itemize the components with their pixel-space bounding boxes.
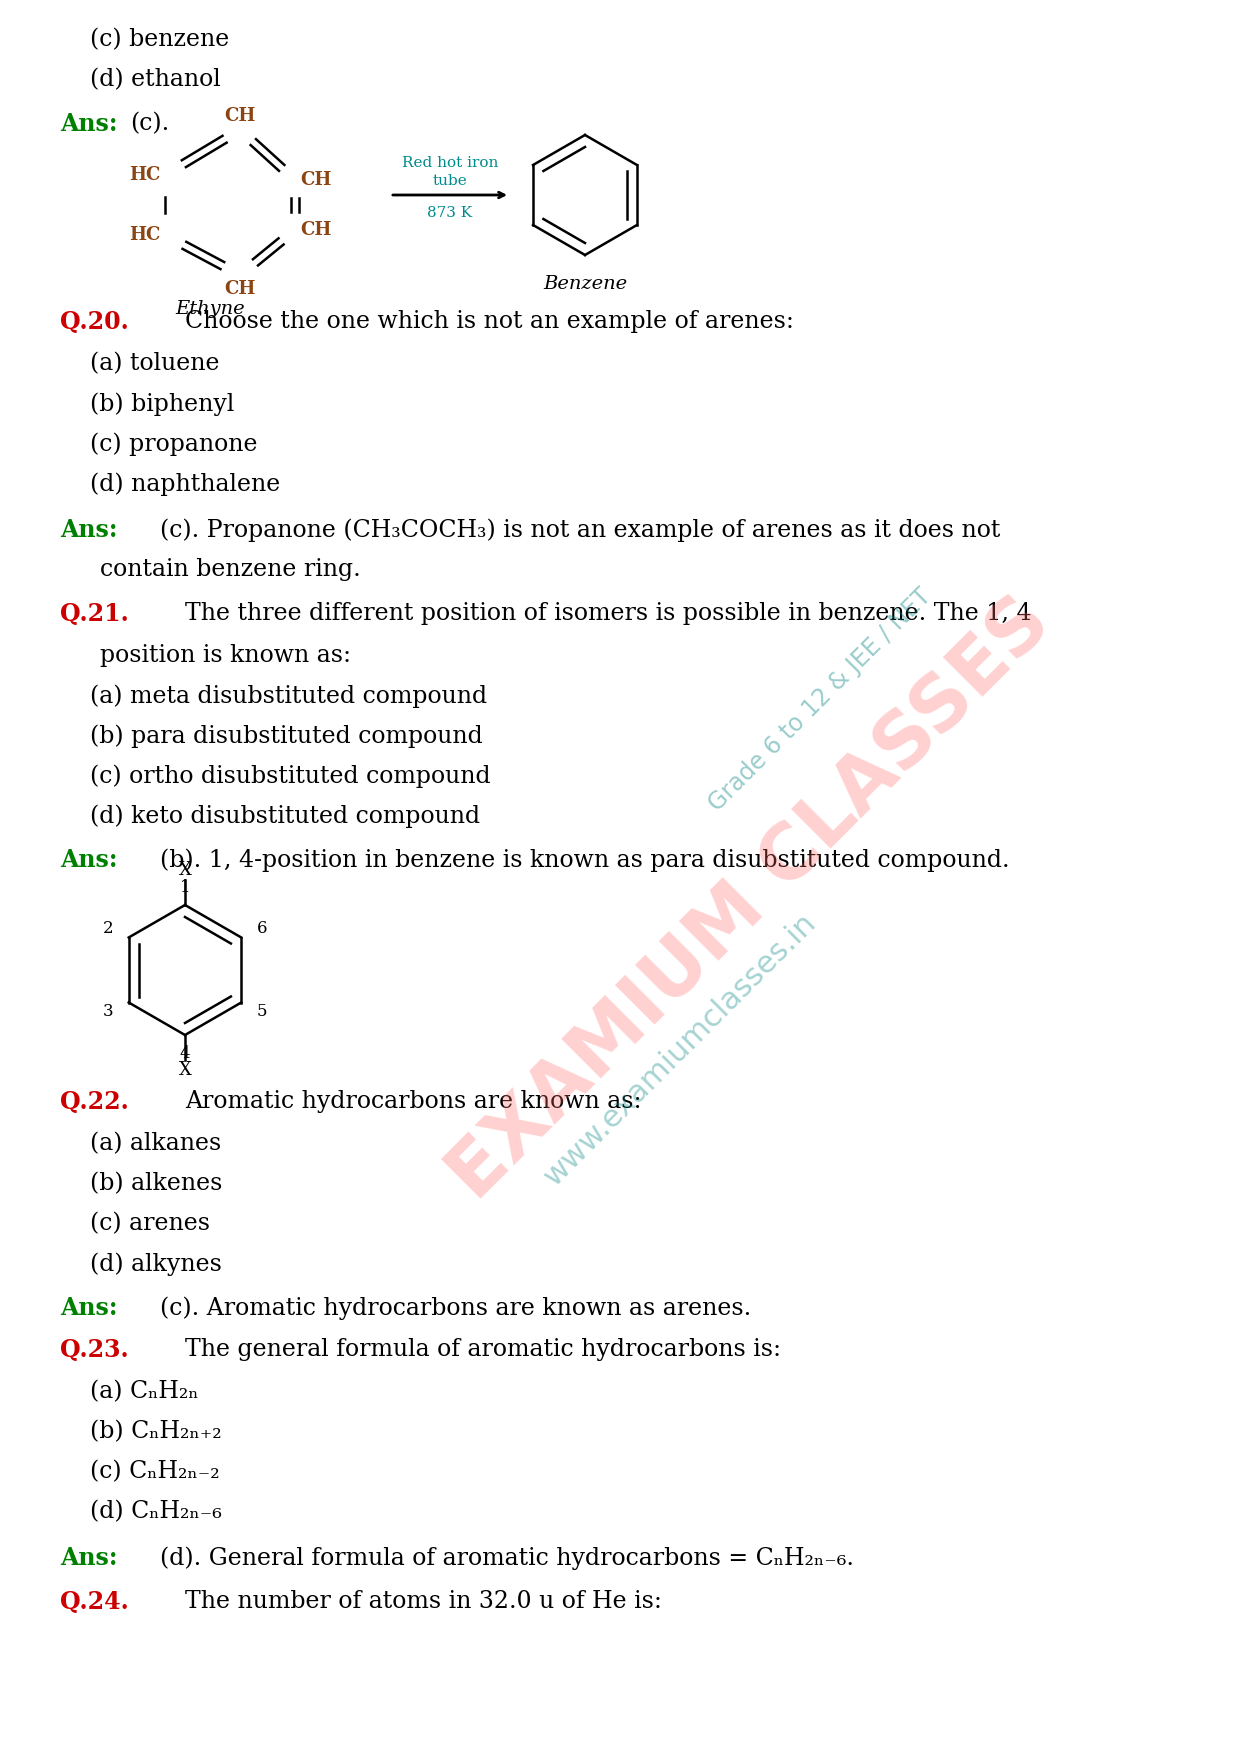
Text: Benzene: Benzene [544, 275, 627, 293]
Text: 1: 1 [180, 879, 190, 896]
Text: Q.20.: Q.20. [60, 310, 129, 333]
Text: HC: HC [129, 167, 160, 184]
Text: (c). Propanone (CH₃COCH₃) is not an example of arenes as it does not: (c). Propanone (CH₃COCH₃) is not an exam… [160, 517, 1000, 542]
Text: (a) meta disubstituted compound: (a) meta disubstituted compound [91, 684, 488, 707]
Text: position is known as:: position is known as: [101, 644, 351, 667]
Text: CH: CH [225, 281, 256, 298]
Text: X: X [179, 1061, 191, 1079]
Text: (d) alkynes: (d) alkynes [91, 1252, 222, 1275]
Text: tube: tube [433, 174, 468, 188]
Text: (c) ortho disubstituted compound: (c) ortho disubstituted compound [91, 765, 490, 788]
Text: Ans:: Ans: [60, 847, 118, 872]
Text: Ans:: Ans: [60, 112, 118, 137]
Text: 2: 2 [103, 921, 113, 937]
Text: 3: 3 [103, 1003, 113, 1021]
Text: CH: CH [300, 221, 331, 239]
Text: Ethyne: Ethyne [175, 300, 244, 317]
Text: Red hot iron: Red hot iron [402, 156, 498, 170]
Text: (b). 1, 4-position in benzene is known as para disubstituted compound.: (b). 1, 4-position in benzene is known a… [160, 847, 1010, 872]
Text: (b) biphenyl: (b) biphenyl [91, 391, 235, 416]
Text: (a) toluene: (a) toluene [91, 353, 220, 375]
Text: www.examiumclasses.in: www.examiumclasses.in [539, 909, 822, 1191]
Text: (b) alkenes: (b) alkenes [91, 1172, 222, 1194]
Text: (c).: (c). [130, 112, 169, 135]
Text: CH: CH [225, 107, 256, 125]
Text: Ans:: Ans: [60, 1296, 118, 1321]
Text: (a) alkanes: (a) alkanes [91, 1131, 221, 1154]
Text: (a) CₙH₂ₙ: (a) CₙH₂ₙ [91, 1380, 199, 1403]
Text: Q.23.: Q.23. [60, 1338, 129, 1363]
Text: Ans:: Ans: [60, 1545, 118, 1570]
Text: Q.21.: Q.21. [60, 602, 129, 626]
Text: Q.22.: Q.22. [60, 1089, 129, 1114]
Text: (b) CₙH₂ₙ₊₂: (b) CₙH₂ₙ₊₂ [91, 1421, 222, 1444]
Text: (b) para disubstituted compound: (b) para disubstituted compound [91, 724, 483, 747]
Text: (d). General formula of aromatic hydrocarbons = CₙH₂ₙ₋₆.: (d). General formula of aromatic hydroca… [160, 1545, 854, 1570]
Text: (d) keto disubstituted compound: (d) keto disubstituted compound [91, 803, 480, 828]
Text: The three different position of isomers is possible in benzene. The 1, 4: The three different position of isomers … [185, 602, 1031, 624]
Text: (d) naphthalene: (d) naphthalene [91, 472, 280, 496]
Text: (d) CₙH₂ₙ₋₆: (d) CₙH₂ₙ₋₆ [91, 1500, 222, 1522]
Text: 873 K: 873 K [427, 205, 473, 219]
Text: (c). Aromatic hydrocarbons are known as arenes.: (c). Aromatic hydrocarbons are known as … [160, 1296, 751, 1319]
Text: Ans:: Ans: [60, 517, 118, 542]
Text: (c) benzene: (c) benzene [91, 28, 230, 51]
Text: 5: 5 [257, 1003, 267, 1021]
Text: X: X [179, 861, 191, 879]
Text: (c) propanone: (c) propanone [91, 431, 257, 456]
Text: Grade 6 to 12 & JEE / NET: Grade 6 to 12 & JEE / NET [704, 584, 936, 816]
Text: (c) CₙH₂ₙ₋₂: (c) CₙH₂ₙ₋₂ [91, 1459, 220, 1482]
Text: (d) ethanol: (d) ethanol [91, 68, 221, 91]
Text: The general formula of aromatic hydrocarbons is:: The general formula of aromatic hydrocar… [185, 1338, 781, 1361]
Text: 4: 4 [180, 1044, 190, 1061]
Text: EXAMIUM CLASSES: EXAMIUM CLASSES [436, 586, 1065, 1216]
Text: CH: CH [300, 170, 331, 189]
Text: Aromatic hydrocarbons are known as:: Aromatic hydrocarbons are known as: [185, 1089, 642, 1114]
Text: The number of atoms in 32.0 u of He is:: The number of atoms in 32.0 u of He is: [185, 1589, 661, 1614]
Text: HC: HC [129, 226, 160, 244]
Text: Q.24.: Q.24. [60, 1589, 129, 1614]
Text: Choose the one which is not an example of arenes:: Choose the one which is not an example o… [185, 310, 794, 333]
Text: 6: 6 [257, 921, 267, 937]
Text: contain benzene ring.: contain benzene ring. [101, 558, 361, 581]
Text: (c) arenes: (c) arenes [91, 1212, 210, 1235]
